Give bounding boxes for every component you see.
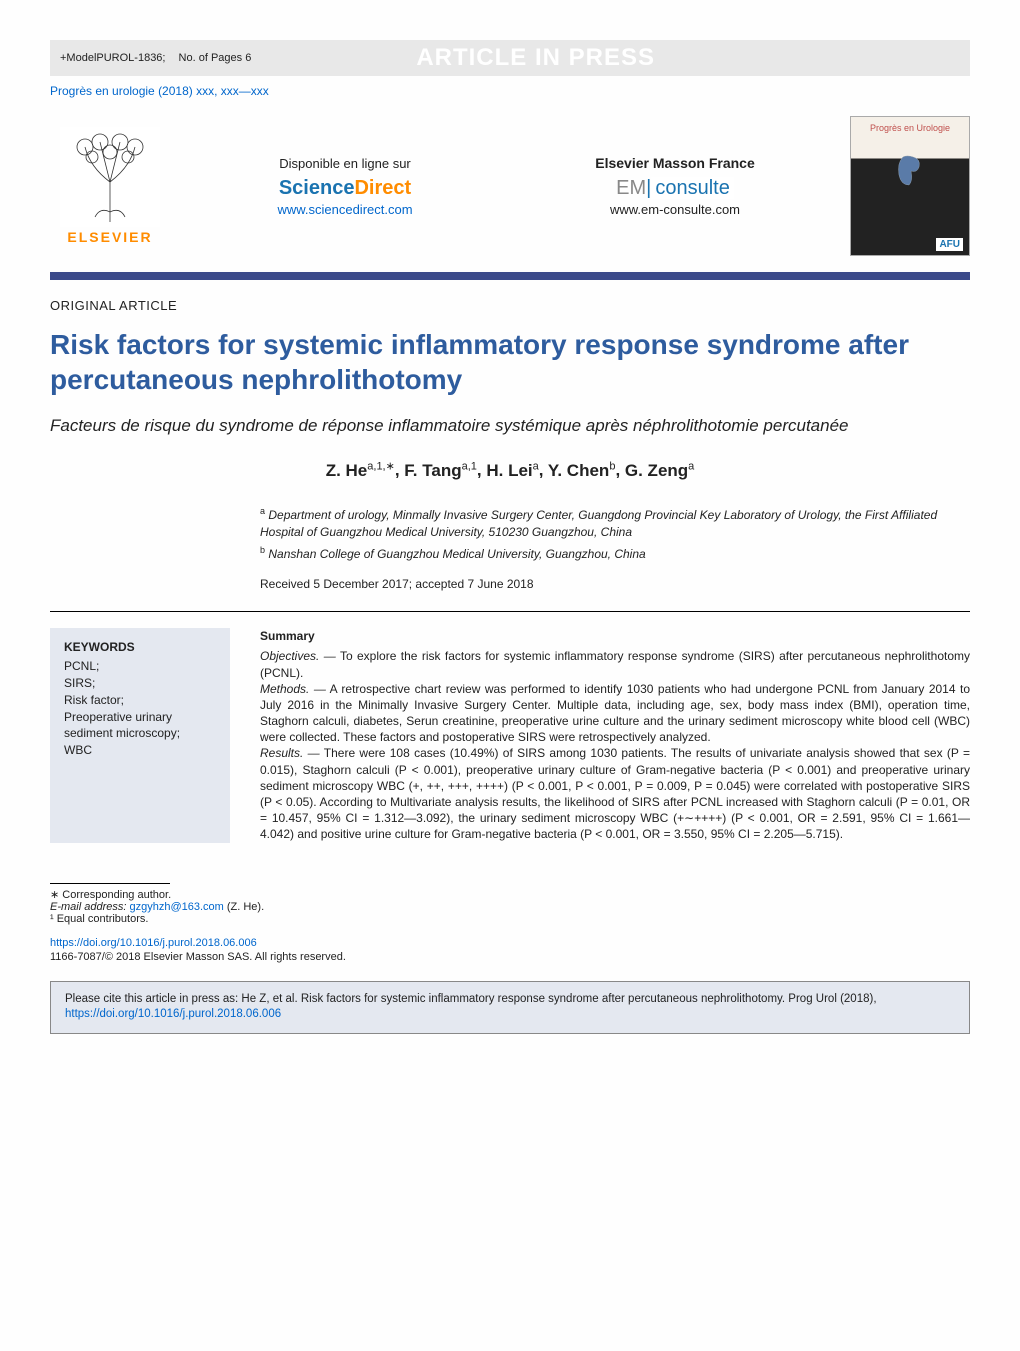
author-4[interactable]: Y. Chenb [548, 461, 616, 480]
methods-label: Methods. — [260, 682, 326, 696]
blue-separator-bar [50, 272, 970, 280]
author-5[interactable]: G. Zenga [625, 461, 694, 480]
model-code: PUROL-1836; [96, 52, 165, 64]
email-line: E-mail address: gzgyhzh@163.com (Z. He). [50, 901, 970, 913]
top-banner: +Model PUROL-1836; No. of Pages 6 ARTICL… [50, 40, 970, 76]
journal-reference[interactable]: Progrès en urologie (2018) xxx, xxx—xxx [50, 84, 970, 98]
results-label: Results. — [260, 746, 320, 760]
elsevier-tree-icon [60, 127, 160, 227]
keywords-box: KEYWORDS PCNL; SIRS; Risk factor; Preope… [50, 628, 230, 842]
article-type: ORIGINAL ARTICLE [50, 298, 970, 313]
author-2[interactable]: F. Tanga,1 [404, 461, 477, 480]
corresponding-author: ∗ Corresponding author. [50, 888, 970, 901]
journal-cover-thumbnail[interactable]: Progrès en Urologie AFU [850, 116, 970, 256]
keywords-list: PCNL; SIRS; Risk factor; Preoperative ur… [64, 658, 216, 759]
objectives-label: Objectives. — [260, 649, 336, 663]
summary-column: Summary Objectives. — To explore the ris… [260, 628, 970, 842]
journal-ref-link[interactable]: Progrès en urologie (2018) xxx, xxx—xxx [50, 84, 269, 98]
cover-afu-badge: AFU [936, 238, 963, 251]
article-title-french: Facteurs de risque du syndrome de répons… [50, 415, 970, 437]
elsevier-logo[interactable]: ELSEVIER [50, 127, 170, 245]
banner-title: ARTICLE IN PRESS [251, 44, 820, 72]
copyright-line: 1166-7087/© 2018 Elsevier Masson SAS. Al… [50, 951, 970, 963]
keyword-item: Preoperative urinary sediment microscopy… [64, 709, 216, 743]
summary-heading: Summary [260, 628, 970, 644]
header-row: ELSEVIER Disponible en ligne sur Science… [50, 110, 970, 262]
keyword-item: Risk factor; [64, 692, 216, 709]
summary-objectives: Objectives. — To explore the risk factor… [260, 648, 970, 680]
section-divider [50, 611, 970, 612]
keyword-item: SIRS; [64, 675, 216, 692]
article-dates: Received 5 December 2017; accepted 7 Jun… [260, 577, 970, 591]
affiliations-block: a Department of urology, Minmally Invasi… [260, 505, 970, 591]
article-title-english[interactable]: Risk factors for systemic inflammatory r… [50, 327, 970, 397]
online-label: Disponible en ligne sur [190, 156, 500, 171]
author-3[interactable]: H. Leia [486, 461, 538, 480]
model-prefix: +Model [60, 52, 96, 64]
author-1[interactable]: Z. Hea,1,∗ [326, 461, 395, 480]
em-em: EM [616, 177, 646, 199]
doi-link[interactable]: https://doi.org/10.1016/j.purol.2018.06.… [50, 937, 257, 949]
summary-results: Results. — There were 108 cases (10.49%)… [260, 745, 970, 842]
summary-methods: Methods. — A retrospective chart review … [260, 681, 970, 746]
doi-block: https://doi.org/10.1016/j.purol.2018.06.… [50, 937, 970, 949]
sd-science: Science [279, 177, 355, 199]
model-code-row: PUROL-1836; No. of Pages 6 [96, 52, 251, 64]
authors-line: Z. Hea,1,∗, F. Tanga,1, H. Leia, Y. Chen… [50, 459, 970, 481]
equal-contributors: ¹ Equal contributors. [50, 913, 970, 925]
emconsulte-column: Elsevier Masson France EM|consulte www.e… [520, 155, 830, 217]
keywords-heading: KEYWORDS [64, 640, 216, 654]
pages-info: No. of Pages 6 [179, 52, 252, 64]
cover-title: Progrès en Urologie [851, 123, 969, 133]
em-url[interactable]: www.em-consulte.com [520, 202, 830, 217]
keyword-item: WBC [64, 742, 216, 759]
citation-text: Please cite this article in press as: He… [65, 993, 877, 1005]
keyword-item: PCNL; [64, 658, 216, 675]
content-row: KEYWORDS PCNL; SIRS; Risk factor; Preope… [50, 628, 970, 842]
citation-doi-link[interactable]: https://doi.org/10.1016/j.purol.2018.06.… [65, 1008, 281, 1020]
em-label: Elsevier Masson France [520, 155, 830, 171]
citation-box: Please cite this article in press as: He… [50, 981, 970, 1034]
sciencedirect-column: Disponible en ligne sur ScienceDirect ww… [190, 156, 500, 217]
footer-separator [50, 883, 170, 884]
sciencedirect-url[interactable]: www.sciencedirect.com [190, 202, 500, 217]
email-label: E-mail address: [50, 901, 129, 913]
elsevier-text: ELSEVIER [67, 229, 152, 245]
sciencedirect-logo[interactable]: ScienceDirect [190, 177, 500, 200]
kidney-icon [895, 153, 925, 189]
email-who: (Z. He). [224, 901, 264, 913]
email-link[interactable]: gzgyhzh@163.com [129, 901, 223, 913]
em-consulte: consulte [651, 177, 734, 199]
affiliation-b: b Nanshan College of Guangzhou Medical U… [260, 544, 970, 563]
emconsulte-logo[interactable]: EM|consulte [520, 177, 830, 200]
affiliation-a: a Department of urology, Minmally Invasi… [260, 505, 970, 541]
sd-direct: Direct [354, 177, 411, 199]
